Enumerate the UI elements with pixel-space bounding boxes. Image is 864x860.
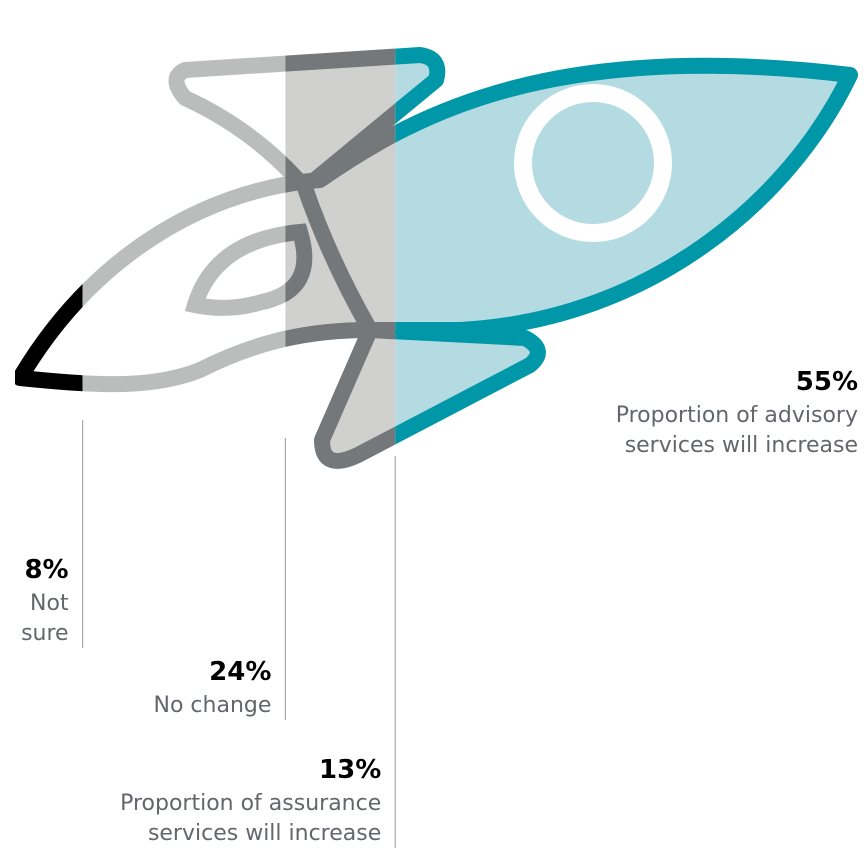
rocket-part [285, 124, 396, 348]
rocket-part [297, 185, 377, 334]
rocket-part [285, 48, 396, 196]
rocket-part [395, 47, 446, 124]
rocket-window [514, 84, 672, 242]
category-label: Not [30, 591, 69, 616]
value-label: 24% [209, 657, 271, 687]
rocket-part [314, 322, 396, 469]
category-label: Proportion of advisory [616, 403, 858, 428]
rocket-part [395, 323, 546, 445]
rocket-part [285, 223, 313, 303]
rocket-band [15, 284, 83, 392]
category-label: services will increase [148, 821, 381, 846]
rocket-part [82, 176, 286, 393]
rocket-part [168, 55, 286, 179]
category-label: Proportion of assurance [120, 791, 381, 816]
value-label: 8% [24, 555, 68, 585]
rocket-part [15, 284, 83, 392]
category-label: No change [154, 693, 272, 718]
rocket-band [285, 48, 396, 469]
rocket-band [395, 47, 858, 445]
value-label: 55% [796, 367, 858, 397]
rocket-band [82, 55, 286, 393]
rocket-part [184, 225, 286, 316]
category-label: services will increase [625, 433, 858, 458]
category-label: sure [21, 621, 69, 646]
value-label: 13% [319, 755, 381, 785]
